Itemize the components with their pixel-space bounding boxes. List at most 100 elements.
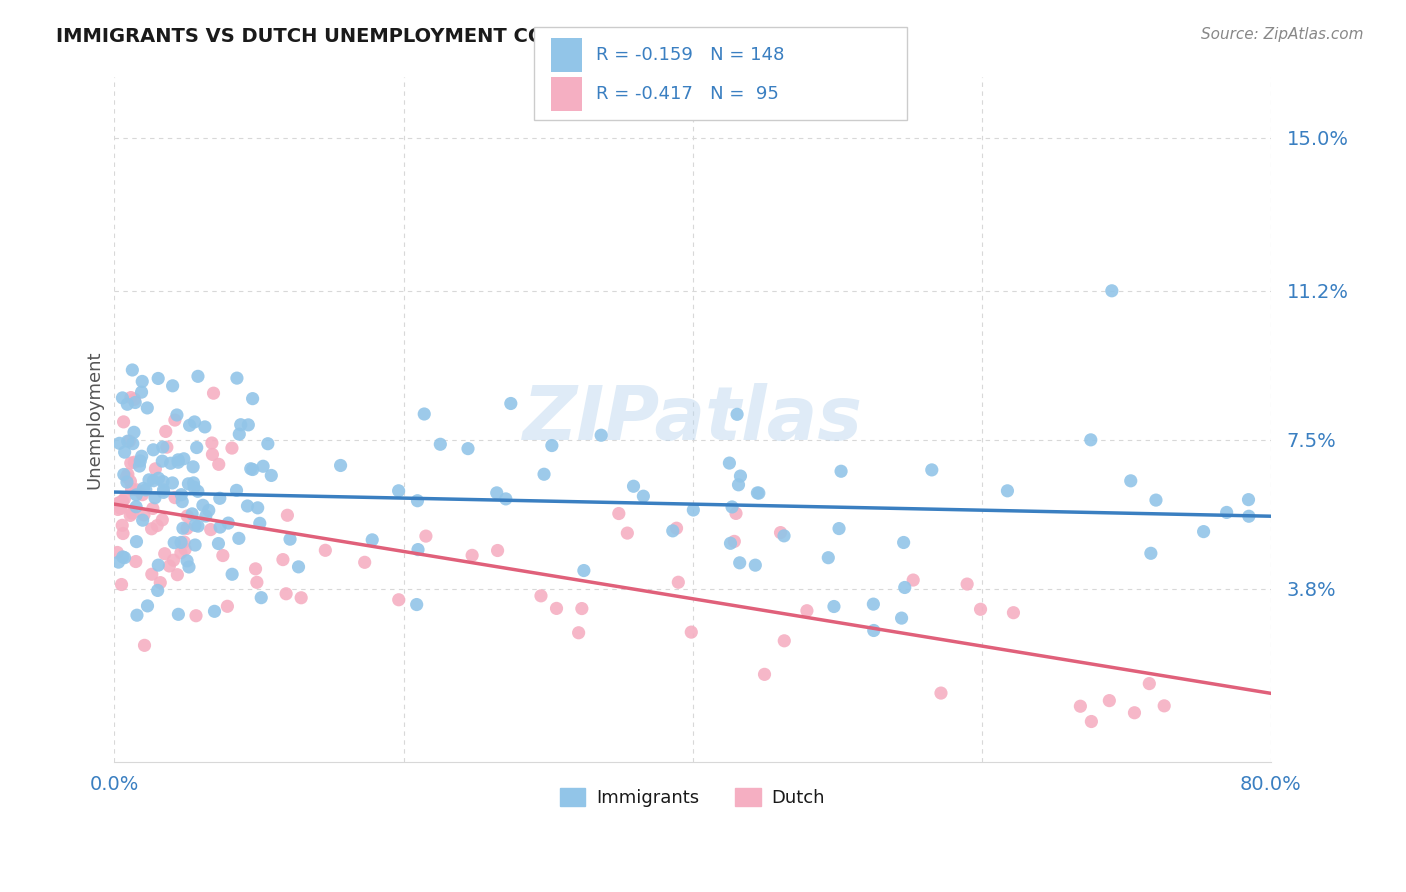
Point (110, 501, 132, 516)
Point (718, 456, 741, 470)
Point (114, 445, 136, 459)
Point (122, 455, 145, 469)
Point (149, 575, 172, 590)
Point (125, 534, 148, 549)
Point (665, 521, 688, 535)
Point (118, 434, 141, 449)
Point (163, 413, 186, 427)
Point (276, 508, 298, 523)
Point (107, 502, 129, 516)
Point (184, 518, 207, 533)
Point (747, 486, 769, 500)
Point (121, 506, 143, 520)
Point (217, 599, 239, 614)
Point (122, 425, 145, 440)
Point (150, 513, 173, 527)
Point (152, 475, 174, 489)
Text: Source: ZipAtlas.com: Source: ZipAtlas.com (1201, 27, 1364, 42)
Point (796, 604, 818, 618)
Point (142, 501, 165, 516)
Point (252, 459, 274, 474)
Point (817, 550, 839, 565)
Point (744, 558, 766, 573)
Point (167, 607, 190, 622)
Point (828, 522, 851, 536)
Point (170, 488, 193, 502)
Point (173, 451, 195, 466)
Point (173, 535, 195, 549)
Point (461, 549, 484, 563)
Point (163, 491, 186, 505)
Point (152, 485, 174, 500)
Point (893, 581, 915, 595)
Point (249, 516, 271, 531)
Point (314, 543, 336, 558)
Point (415, 529, 437, 543)
Point (728, 556, 751, 570)
Point (184, 608, 207, 623)
Point (191, 498, 214, 512)
Point (170, 546, 193, 560)
Point (177, 476, 200, 491)
Point (773, 633, 796, 648)
Point (181, 459, 204, 474)
Point (105, 545, 128, 559)
Point (209, 520, 232, 534)
Point (121, 436, 143, 450)
Point (495, 491, 517, 506)
Point (136, 599, 159, 613)
Point (174, 542, 197, 557)
Point (572, 564, 595, 578)
Legend: Immigrants, Dutch: Immigrants, Dutch (553, 781, 832, 814)
Point (194, 508, 217, 523)
Point (111, 518, 134, 533)
Point (132, 482, 155, 496)
Point (236, 499, 259, 513)
Point (225, 483, 247, 498)
Point (1192, 524, 1215, 539)
Point (388, 483, 411, 498)
Text: R = -0.159   N = 148: R = -0.159 N = 148 (596, 45, 785, 64)
Point (1237, 492, 1260, 507)
Point (156, 440, 179, 454)
Point (242, 462, 264, 476)
Point (131, 488, 153, 502)
Point (110, 495, 132, 509)
Point (131, 449, 153, 463)
Point (124, 395, 146, 409)
Point (146, 583, 169, 598)
Point (1137, 676, 1160, 690)
Point (276, 587, 298, 601)
Point (823, 599, 845, 614)
Point (112, 415, 135, 429)
Point (228, 427, 250, 442)
Point (1140, 546, 1163, 560)
Point (157, 558, 180, 573)
Point (132, 508, 155, 522)
Point (125, 483, 148, 497)
Point (167, 453, 190, 467)
Point (568, 625, 591, 640)
Point (541, 438, 564, 452)
Point (246, 575, 269, 590)
Point (388, 592, 411, 607)
Point (114, 550, 136, 565)
Point (176, 554, 198, 568)
Point (115, 475, 138, 489)
Point (124, 392, 146, 407)
Point (723, 534, 745, 549)
Point (226, 371, 249, 385)
Point (257, 436, 280, 450)
Point (176, 508, 198, 523)
Point (183, 415, 205, 429)
Point (228, 532, 250, 546)
Point (201, 447, 224, 461)
Point (661, 524, 683, 538)
Point (117, 434, 139, 449)
Point (120, 391, 142, 405)
Point (184, 538, 207, 552)
Point (666, 575, 689, 590)
Point (159, 456, 181, 470)
Point (486, 543, 509, 558)
Point (162, 553, 184, 567)
